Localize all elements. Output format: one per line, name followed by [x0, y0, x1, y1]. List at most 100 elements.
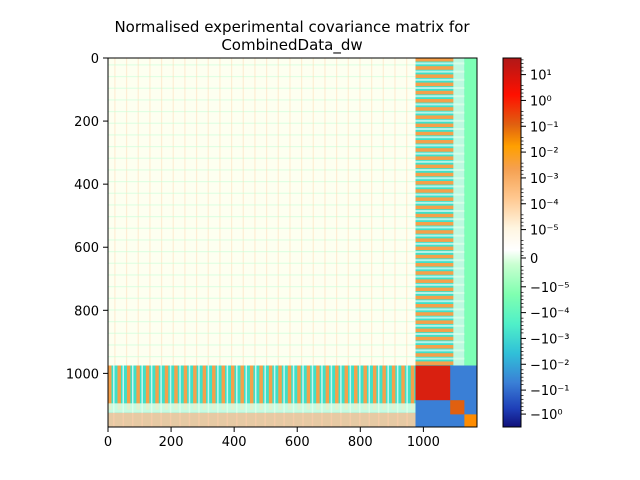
heatmap-cell	[415, 349, 477, 352]
colorbar-tick-label: 10⁻⁵	[530, 224, 559, 239]
heatmap-cell	[184, 58, 186, 366]
heatmap-cell	[372, 365, 377, 410]
heatmap-cell	[297, 365, 301, 410]
colorbar-tick-label: −10⁻¹	[530, 384, 570, 399]
heatmap-cell	[137, 58, 139, 366]
heatmap-cell	[325, 365, 330, 410]
heatmap-cell	[415, 115, 454, 119]
heatmap-cell	[415, 333, 477, 336]
x-tick-label: 200	[159, 435, 184, 450]
heatmap-cell	[415, 263, 454, 267]
heatmap-cell	[415, 345, 454, 349]
heatmap-cell	[268, 365, 273, 410]
heatmap-cell	[141, 365, 143, 427]
heatmap-cell	[415, 128, 477, 131]
heatmap-cell	[415, 336, 454, 341]
heatmap-cell	[415, 119, 477, 122]
heatmap-cell	[415, 58, 454, 62]
heatmap-cell	[183, 365, 188, 410]
heatmap-cell	[415, 205, 454, 210]
heatmap-cell	[311, 365, 314, 427]
colorbar-tick-label: −10⁻³	[530, 332, 570, 347]
heatmap-cell	[108, 412, 416, 427]
heatmap-cell	[415, 66, 454, 70]
heatmap-cell	[289, 58, 291, 366]
heatmap-cell	[415, 152, 477, 155]
heatmap-cell	[108, 110, 416, 113]
heatmap-cell	[172, 58, 174, 366]
heatmap-cell	[236, 365, 238, 427]
heatmap-cell	[330, 365, 333, 427]
colorbar-tick-label: 0	[530, 252, 538, 267]
heatmap-cell	[415, 172, 454, 177]
heatmap-cell	[169, 365, 172, 427]
heatmap-cell	[377, 365, 380, 427]
heatmap-cell	[415, 103, 477, 106]
heatmap-cell	[415, 312, 454, 316]
heatmap-cell	[415, 140, 454, 144]
heatmap-cell	[145, 365, 150, 410]
heatmap-cell	[415, 353, 454, 357]
heatmap-cell	[108, 365, 112, 410]
heatmap-cell	[108, 297, 416, 299]
heatmap-cell	[415, 230, 454, 234]
heatmap-cell	[212, 365, 216, 410]
heatmap-cell	[108, 344, 416, 346]
heatmap-cell	[415, 201, 477, 204]
heatmap-cell	[464, 414, 477, 427]
heatmap-cell	[114, 58, 116, 366]
heatmap-cell	[259, 365, 263, 410]
heatmap-cell	[415, 251, 477, 254]
heatmap-cell	[108, 216, 416, 218]
heatmap-cell	[396, 365, 399, 427]
heatmap-cell	[108, 75, 416, 78]
heatmap-cell	[321, 365, 323, 427]
heatmap-cell	[349, 365, 352, 427]
heatmap-cell	[415, 74, 454, 78]
heatmap-cell	[108, 99, 416, 101]
heatmap-cell	[415, 308, 477, 311]
heatmap-cell	[126, 365, 131, 410]
x-tick-label: 1000	[407, 435, 440, 450]
heatmap-cell	[108, 309, 416, 311]
heatmap-cell	[231, 365, 235, 410]
heatmap-cell	[108, 145, 416, 148]
heatmap-cell	[415, 136, 477, 139]
heatmap-cell	[249, 365, 254, 410]
heatmap-cell	[108, 122, 416, 124]
heatmap-cell	[136, 365, 140, 410]
heatmap-cell	[382, 365, 386, 410]
heatmap-cell	[415, 78, 477, 81]
heatmap-cell	[415, 234, 477, 237]
heatmap-cell	[108, 356, 416, 358]
y-tick-label: 0	[91, 52, 99, 67]
heatmap-cell	[359, 58, 361, 366]
heatmap-cell	[415, 242, 477, 245]
heatmap-cell	[391, 365, 396, 410]
colorbar	[502, 57, 522, 428]
heatmap-cell	[401, 365, 405, 410]
heatmap-cell	[231, 58, 233, 366]
heatmap-cell	[415, 292, 477, 295]
heatmap-cell	[415, 144, 477, 147]
heatmap-cell	[273, 365, 276, 427]
heatmap-cell	[359, 365, 361, 427]
heatmap-cell	[266, 58, 268, 366]
heatmap-cell	[368, 365, 371, 427]
heatmap-cell	[415, 246, 454, 251]
heatmap-cell	[415, 123, 454, 128]
heatmap-cell	[415, 213, 454, 218]
heatmap-cell	[108, 181, 416, 183]
heatmap-cell	[387, 365, 389, 427]
colorbar-tick-label: 10⁻⁴	[530, 198, 559, 213]
heatmap-cell	[149, 58, 151, 366]
heatmap-cell	[415, 324, 477, 327]
y-axis: 0 200 400 600 800 1000	[66, 52, 108, 382]
heatmap-cell	[415, 267, 477, 270]
heatmap-cell	[108, 262, 416, 264]
heatmap-cell	[415, 287, 454, 292]
heatmap-cell	[415, 181, 454, 185]
y-tick-label: 600	[74, 241, 99, 256]
heatmap-cell	[108, 239, 416, 241]
